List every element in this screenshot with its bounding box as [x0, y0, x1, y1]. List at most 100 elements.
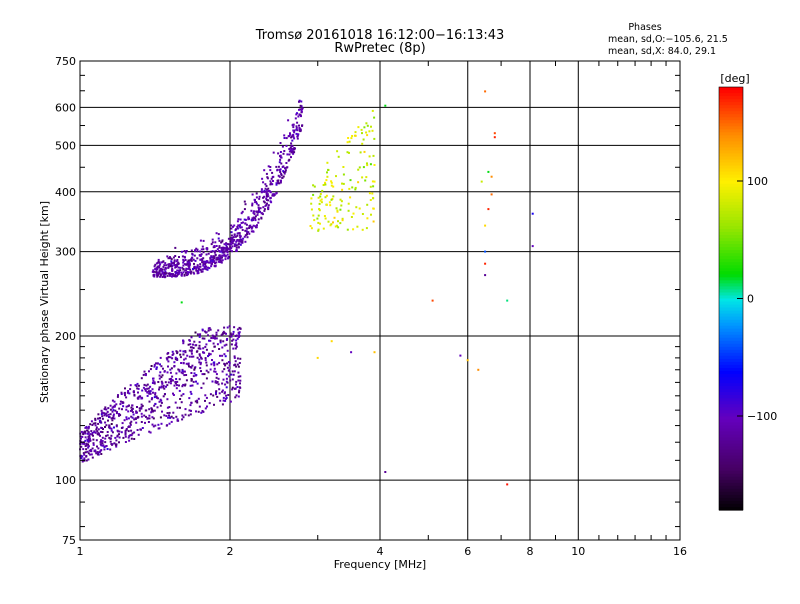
- colorbar-segment: [719, 485, 743, 490]
- colorbar-segment: [719, 337, 743, 342]
- data-point: [176, 258, 179, 261]
- data-point: [310, 208, 313, 211]
- data-point: [239, 375, 242, 378]
- data-point: [269, 183, 272, 186]
- data-point: [293, 137, 296, 140]
- data-point: [255, 226, 257, 229]
- data-point: [192, 355, 195, 358]
- data-point: [370, 125, 372, 128]
- data-point: [103, 414, 106, 417]
- data-point: [229, 400, 232, 403]
- data-point: [288, 148, 291, 150]
- data-point: [152, 377, 154, 380]
- data-point: [152, 269, 155, 272]
- data-point: [233, 370, 236, 373]
- data-point: [347, 202, 350, 205]
- data-point: [233, 239, 236, 241]
- data-point: [228, 325, 231, 328]
- colorbar-segment: [719, 204, 743, 209]
- data-point: [292, 148, 295, 151]
- data-point: [218, 239, 221, 242]
- data-point: [160, 422, 163, 425]
- data-point: [260, 190, 263, 193]
- data-point: [358, 207, 361, 210]
- data-point: [320, 198, 323, 201]
- data-point: [288, 153, 291, 156]
- data-point: [357, 168, 360, 171]
- data-point: [225, 343, 228, 346]
- data-point: [130, 415, 133, 418]
- data-point: [273, 193, 276, 196]
- data-point: [231, 238, 234, 241]
- data-point: [221, 246, 224, 249]
- y-tick-label: 600: [55, 101, 76, 114]
- data-point: [98, 451, 101, 454]
- data-point: [148, 417, 151, 420]
- data-point: [197, 269, 200, 272]
- data-point: [158, 264, 161, 267]
- data-point: [197, 397, 200, 400]
- data-point: [280, 174, 283, 177]
- data-point: [348, 187, 351, 190]
- data-point: [164, 262, 167, 265]
- data-point: [139, 428, 142, 431]
- data-point: [236, 220, 239, 223]
- phase-info-x: mean, sd,X: 84.0, 29.1: [608, 46, 716, 57]
- data-point: [160, 385, 163, 388]
- data-point: [107, 413, 110, 416]
- data-point: [222, 396, 225, 399]
- data-point: [216, 258, 219, 261]
- data-point: [131, 411, 134, 414]
- data-point: [205, 348, 208, 351]
- colorbar-segment: [719, 102, 743, 106]
- colorbar-segment: [719, 319, 743, 324]
- data-point: [336, 209, 339, 212]
- data-point: [349, 179, 352, 182]
- data-point: [165, 415, 168, 417]
- data-point: [154, 392, 157, 395]
- data-point: [318, 208, 321, 210]
- data-point: [144, 374, 147, 377]
- data-point: [115, 444, 118, 447]
- data-point: [230, 234, 233, 237]
- data-point: [342, 166, 345, 168]
- colorbar-segment: [719, 292, 743, 297]
- data-point: [248, 227, 251, 229]
- data-point: [216, 363, 219, 366]
- data-point: [268, 189, 270, 192]
- data-point: [224, 255, 227, 258]
- data-point: [171, 350, 174, 353]
- data-point: [84, 439, 87, 442]
- colorbar-segment: [719, 289, 743, 294]
- data-point: [188, 409, 191, 412]
- data-point: [113, 442, 116, 445]
- data-point: [113, 426, 115, 429]
- data-point: [293, 131, 296, 134]
- colorbar-segment: [719, 222, 743, 227]
- colorbar-segment: [719, 241, 743, 245]
- data-point: [269, 196, 272, 199]
- data-point: [266, 202, 268, 205]
- data-point: [131, 404, 134, 407]
- data-point: [366, 162, 368, 165]
- data-point: [280, 179, 282, 182]
- data-point: [239, 240, 242, 243]
- colorbar-segment: [719, 389, 743, 393]
- data-point: [279, 168, 282, 171]
- data-point: [175, 415, 178, 418]
- colorbar-segment: [719, 105, 743, 109]
- data-point: [84, 432, 87, 435]
- colorbar-segment: [719, 407, 743, 411]
- data-point: [213, 255, 216, 258]
- data-point: [182, 339, 185, 342]
- data-point: [132, 413, 135, 416]
- data-point: [229, 242, 232, 245]
- x-tick-label: 6: [464, 545, 471, 558]
- data-point: [94, 419, 97, 422]
- data-point: [192, 343, 194, 346]
- data-point: [103, 448, 106, 451]
- data-point: [221, 389, 224, 392]
- data-point: [317, 229, 320, 232]
- colorbar-segment: [719, 398, 743, 402]
